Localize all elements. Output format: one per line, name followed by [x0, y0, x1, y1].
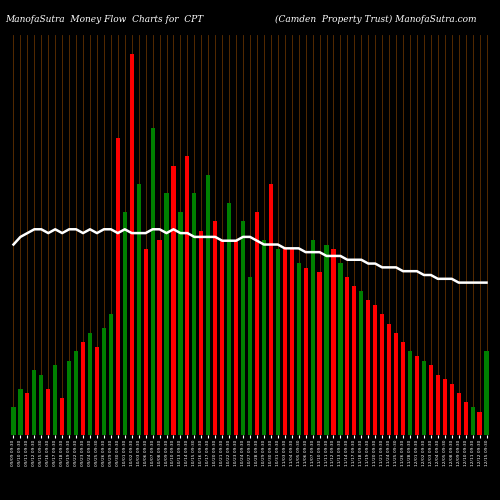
Bar: [436, 374, 440, 435]
Bar: [282, 249, 287, 435]
Bar: [401, 342, 405, 435]
Bar: [220, 240, 224, 435]
Bar: [241, 222, 245, 435]
Bar: [67, 360, 71, 435]
Bar: [415, 356, 419, 435]
Bar: [116, 138, 120, 435]
Bar: [442, 380, 447, 435]
Bar: [450, 384, 454, 435]
Bar: [478, 412, 482, 435]
Bar: [387, 324, 391, 435]
Bar: [136, 184, 141, 435]
Bar: [26, 393, 30, 435]
Bar: [46, 388, 50, 435]
Bar: [213, 222, 218, 435]
Bar: [296, 263, 301, 435]
Bar: [269, 184, 273, 435]
Bar: [150, 128, 154, 435]
Bar: [186, 156, 190, 435]
Bar: [199, 230, 203, 435]
Bar: [318, 272, 322, 435]
Bar: [88, 333, 92, 435]
Bar: [74, 352, 78, 435]
Bar: [464, 402, 468, 435]
Bar: [394, 333, 398, 435]
Bar: [164, 194, 168, 435]
Bar: [53, 366, 58, 435]
Bar: [380, 314, 384, 435]
Bar: [158, 240, 162, 435]
Bar: [422, 360, 426, 435]
Bar: [310, 240, 314, 435]
Bar: [456, 393, 461, 435]
Bar: [32, 370, 36, 435]
Bar: [39, 374, 44, 435]
Bar: [338, 263, 342, 435]
Bar: [172, 166, 175, 435]
Bar: [102, 328, 106, 435]
Bar: [373, 305, 378, 435]
Bar: [178, 212, 182, 435]
Bar: [248, 277, 252, 435]
Text: ManofaSutra  Money Flow  Charts for  CPT: ManofaSutra Money Flow Charts for CPT: [5, 15, 203, 24]
Bar: [470, 407, 474, 435]
Bar: [234, 240, 238, 435]
Bar: [359, 291, 364, 435]
Bar: [484, 352, 488, 435]
Bar: [429, 366, 433, 435]
Bar: [95, 346, 99, 435]
Bar: [255, 212, 259, 435]
Bar: [408, 352, 412, 435]
Bar: [122, 212, 127, 435]
Bar: [366, 300, 370, 435]
Bar: [276, 249, 280, 435]
Bar: [324, 244, 328, 435]
Bar: [144, 249, 148, 435]
Bar: [346, 277, 350, 435]
Bar: [60, 398, 64, 435]
Bar: [18, 388, 22, 435]
Bar: [206, 175, 210, 435]
Bar: [109, 314, 113, 435]
Bar: [227, 202, 231, 435]
Bar: [304, 268, 308, 435]
Bar: [262, 240, 266, 435]
Bar: [352, 286, 356, 435]
Bar: [130, 54, 134, 435]
Bar: [192, 194, 196, 435]
Bar: [332, 249, 336, 435]
Bar: [290, 249, 294, 435]
Bar: [81, 342, 85, 435]
Text: (Camden  Property Trust) ManofaSutra.com: (Camden Property Trust) ManofaSutra.com: [275, 15, 476, 24]
Bar: [12, 407, 16, 435]
